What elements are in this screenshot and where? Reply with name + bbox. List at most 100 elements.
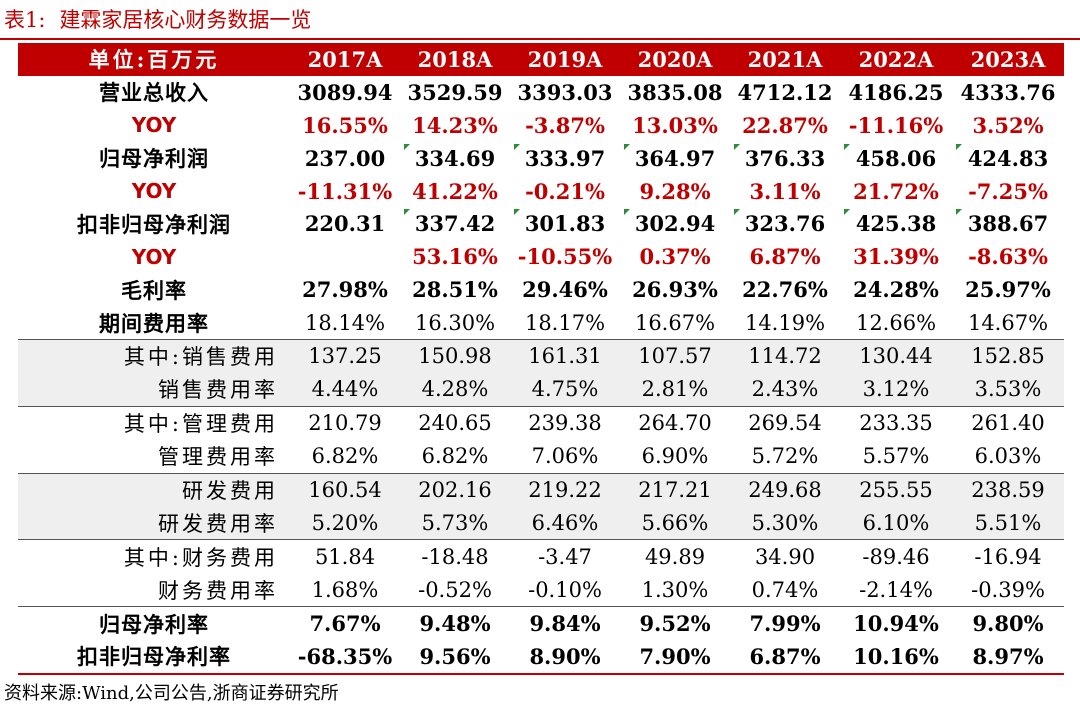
cell-value: 8.90% bbox=[529, 643, 601, 669]
cell-value: 217.21 bbox=[638, 478, 712, 503]
table-cell: 220.31 bbox=[290, 207, 400, 240]
table-cell: 238.59 bbox=[952, 472, 1064, 507]
table-cell: 388.67 bbox=[952, 207, 1064, 240]
table-cell: -3.47 bbox=[510, 539, 620, 574]
cell-value: 425.38 bbox=[855, 211, 937, 237]
table-cell: 152.85 bbox=[952, 339, 1064, 373]
cell-value: 22.87% bbox=[742, 112, 828, 138]
table-cell: 49.89 bbox=[620, 539, 730, 574]
table-cell: -0.21% bbox=[510, 175, 620, 208]
cell-value: 9.84% bbox=[529, 611, 601, 637]
cell-value: 4712.12 bbox=[737, 79, 833, 105]
cell-value: 13.03% bbox=[632, 112, 718, 138]
cell-value: 233.35 bbox=[859, 411, 933, 436]
cell-value: 22.76% bbox=[742, 277, 828, 303]
table-cell: 31.39% bbox=[840, 240, 952, 273]
cell-value: 0.74% bbox=[751, 577, 819, 602]
cell-value: 10.94% bbox=[853, 611, 939, 637]
table-cell: 8.90% bbox=[510, 640, 620, 675]
header-year: 2019A bbox=[510, 43, 620, 76]
cell-value: 25.97% bbox=[965, 277, 1051, 303]
table-cell: 7.90% bbox=[620, 640, 730, 675]
table-cell: -2.14% bbox=[840, 573, 952, 606]
comment-marker-icon bbox=[404, 143, 410, 150]
caption-title: 建霖家居核心财务数据一览 bbox=[59, 8, 312, 32]
table-row: 研发费用 160.54 202.16 219.22 217.21 249.68 255.55… bbox=[18, 472, 1064, 507]
table-cell: 3.53% bbox=[952, 372, 1064, 407]
cell-value: 16.30% bbox=[414, 310, 496, 335]
cell-value: -0.39% bbox=[971, 577, 1045, 602]
cell-value: 53.16% bbox=[412, 244, 498, 270]
table-cell: 4.28% bbox=[400, 372, 510, 407]
table-cell: -0.39% bbox=[952, 573, 1064, 606]
table-cell: -11.16% bbox=[840, 109, 952, 142]
cell-value: -0.10% bbox=[528, 577, 602, 602]
cell-value: 9.80% bbox=[972, 611, 1044, 637]
table-cell: 3.12% bbox=[840, 372, 952, 407]
cell-value: 9.28% bbox=[639, 178, 711, 204]
table-cell: 160.54 bbox=[290, 472, 400, 507]
table-cell: 5.57% bbox=[840, 440, 952, 473]
cell-value: 3.12% bbox=[862, 377, 930, 402]
cell-value: 364.97 bbox=[634, 145, 716, 171]
table-cell: 137.25 bbox=[290, 339, 400, 373]
table-cell: 161.31 bbox=[510, 339, 620, 373]
cell-value: 269.54 bbox=[748, 411, 822, 436]
cell-value: 240.65 bbox=[418, 411, 492, 436]
row-label: 毛利率 bbox=[121, 277, 187, 303]
table-cell: 323.76 bbox=[730, 207, 840, 240]
cell-value: 7.99% bbox=[749, 611, 821, 637]
table-cell: 458.06 bbox=[840, 142, 952, 175]
cell-value: 114.72 bbox=[748, 344, 822, 369]
table-cell: 53.16% bbox=[400, 240, 510, 273]
header-year: 2023A bbox=[952, 43, 1064, 76]
table-cell: 4.44% bbox=[290, 372, 400, 407]
cell-value: 9.56% bbox=[419, 643, 491, 669]
table-row: 归母净利润 237.00 334.69 333.97 364.97 376.33 458.0… bbox=[18, 142, 1064, 175]
row-label: YOY bbox=[131, 113, 177, 138]
row-label: 扣非归母净利润 bbox=[77, 211, 231, 237]
table-cell: 264.70 bbox=[620, 405, 730, 440]
table-row: 扣非归母净利润 220.31 337.42 301.83 302.94 323.76 425… bbox=[18, 207, 1064, 240]
cell-value: 333.97 bbox=[524, 145, 606, 171]
row-label: 财务费用率 bbox=[158, 578, 278, 603]
financial-table: 单位:百万元 2017A 2018A 2019A 2020A 2021A 202… bbox=[18, 43, 1064, 675]
cell-value: 18.17% bbox=[524, 310, 606, 335]
row-label: 归母净利润 bbox=[99, 146, 209, 172]
table-cell: 10.16% bbox=[840, 640, 952, 675]
table-cell: 16.67% bbox=[620, 306, 730, 339]
table-cell: -0.52% bbox=[400, 573, 510, 606]
cell-value: 5.57% bbox=[862, 444, 930, 469]
cell-value: 16.55% bbox=[302, 112, 388, 138]
table-cell: 2.81% bbox=[620, 372, 730, 407]
table-cell: 5.66% bbox=[620, 506, 730, 540]
table-row: 扣非归母净利率 -68.35% 9.56% 8.90% 7.90% 6.87% 10.16%… bbox=[18, 640, 1064, 675]
cell-value: 264.70 bbox=[638, 411, 712, 436]
row-label: 期间费用率 bbox=[99, 310, 209, 336]
header-year: 2020A bbox=[620, 43, 730, 76]
cell-value: 5.30% bbox=[751, 510, 819, 535]
table-cell: 255.55 bbox=[840, 472, 952, 507]
cell-value: 6.87% bbox=[749, 643, 821, 669]
table-cell: 6.03% bbox=[952, 440, 1064, 473]
cell-value: 388.67 bbox=[967, 211, 1049, 237]
cell-value: 28.51% bbox=[412, 277, 498, 303]
table-cell: 21.72% bbox=[840, 175, 952, 208]
cell-value: -68.35% bbox=[297, 643, 393, 669]
cell-value: 3.11% bbox=[749, 178, 821, 204]
table-cell: 6.82% bbox=[400, 440, 510, 473]
table-cell: 334.69 bbox=[400, 142, 510, 175]
header-row: 单位:百万元 2017A 2018A 2019A 2020A 2021A 202… bbox=[18, 43, 1064, 76]
table-cell: 4186.25 bbox=[840, 76, 952, 109]
table-cell: 14.19% bbox=[730, 306, 840, 339]
table-cell: 219.22 bbox=[510, 472, 620, 507]
cell-value: -16.94 bbox=[974, 544, 1042, 569]
comment-marker-icon bbox=[624, 143, 630, 150]
table-cell: -10.55% bbox=[510, 240, 620, 273]
header-unit: 单位:百万元 bbox=[18, 43, 290, 76]
table-cell: 302.94 bbox=[620, 207, 730, 240]
cell-value: 3529.59 bbox=[407, 79, 503, 105]
cell-value: 6.82% bbox=[421, 444, 489, 469]
table-cell: 107.57 bbox=[620, 339, 730, 373]
cell-value: 5.20% bbox=[311, 510, 379, 535]
